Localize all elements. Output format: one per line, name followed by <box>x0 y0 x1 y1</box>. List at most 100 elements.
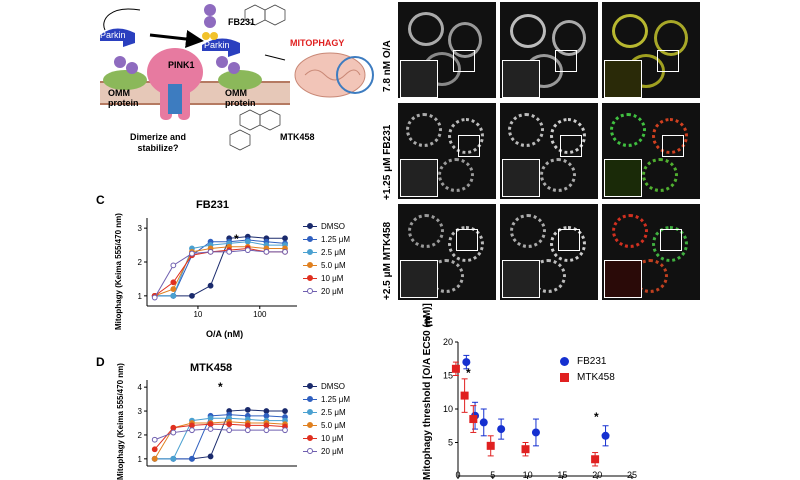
y-tick-label: 5 <box>448 438 453 448</box>
data-point <box>282 408 288 414</box>
micrograph-r2-c3 <box>602 103 700 199</box>
legend-swatch <box>303 223 317 229</box>
y-tick-label: 3 <box>138 407 143 416</box>
data-point <box>263 427 270 434</box>
data-point <box>189 427 195 434</box>
data-point <box>263 422 270 429</box>
data-point <box>170 292 177 299</box>
x-tick-label: 100 <box>253 310 267 319</box>
y-tick-label: 2 <box>138 258 143 267</box>
panel-b-microscopy: 7.8 nM O/A +1.25 μM FB231 +2.5 μM MTK458 <box>380 0 710 305</box>
data-point <box>244 238 251 245</box>
panel-a-schematic: Parkin Parkin PINK1 OMM protein OMM prot… <box>80 0 380 170</box>
data-point <box>170 429 177 436</box>
y-tick-label: 10 <box>443 404 453 414</box>
data-point <box>151 436 158 443</box>
data-point <box>263 248 270 255</box>
y-tick-label: 3 <box>138 224 143 233</box>
data-point <box>282 248 288 255</box>
series-line <box>154 414 286 460</box>
data-point <box>170 262 177 269</box>
micrograph-r1-c2 <box>500 2 598 98</box>
panel-c-star: * <box>234 232 239 246</box>
y-tick-label: 1 <box>138 292 143 301</box>
panel-e-star-2: * <box>594 410 599 424</box>
legend-entry: 20 μM <box>303 285 350 298</box>
data-point <box>189 455 195 462</box>
legend-entry: 2.5 μM <box>303 406 350 419</box>
data-point <box>521 445 530 454</box>
legend-entry: 10 μM <box>303 272 350 285</box>
row-label-mtk458: +2.5 μM MTK458 <box>382 221 393 300</box>
parkin-left-label: Parkin <box>100 30 126 40</box>
data-point <box>151 294 158 301</box>
legend-swatch <box>303 383 317 389</box>
data-point <box>497 425 506 434</box>
micrograph-r1-c1 <box>398 2 496 98</box>
fb231-label: FB231 <box>228 17 256 27</box>
legend-entry: MTK458 <box>560 369 615 385</box>
mtk458-molecule-icon <box>229 109 281 151</box>
data-point <box>189 250 195 257</box>
x-tick-label: 10 <box>193 310 202 319</box>
micrograph-r3-c1 <box>398 204 496 300</box>
panel-d-ylabel: Mitophagy (Keima 555/470 nm) <box>116 363 125 480</box>
mitophagy-label: MITOPHAGY <box>290 38 345 48</box>
data-point <box>479 418 488 427</box>
data-point <box>207 415 214 422</box>
data-point <box>244 427 251 434</box>
parkin-right-label: Parkin <box>204 40 230 50</box>
legend-swatch <box>303 262 317 268</box>
legend-entry: 5.0 μM <box>303 259 350 272</box>
data-point <box>170 286 177 292</box>
legend-entry: 1.25 μM <box>303 393 350 406</box>
data-point <box>207 421 214 428</box>
mitochondrion-icon <box>294 52 366 98</box>
data-point <box>263 408 270 414</box>
data-point <box>469 415 478 424</box>
data-point <box>282 235 288 242</box>
legend-swatch <box>560 372 569 382</box>
legend-label: FB231 <box>577 355 607 367</box>
x-tick-label: 25 <box>627 470 637 480</box>
legend-entry: 20 μM <box>303 445 350 458</box>
data-point <box>151 455 158 462</box>
parkin-left <box>100 28 135 47</box>
panel-e-ylabel: Mitophagy threshold [O/A EC50 (nM)] <box>422 303 433 480</box>
data-point <box>244 422 251 429</box>
fb231-molecule-icon <box>244 4 286 26</box>
data-point <box>189 422 195 429</box>
data-point <box>451 364 460 373</box>
legend-label: 2.5 μM <box>321 248 346 257</box>
series-line <box>154 423 286 450</box>
panel-e-chart: 5 10 15 20 0 5 10 15 20 25 <box>443 337 637 480</box>
row-label-fb231: +1.25 μM FB231 <box>382 124 393 200</box>
legend-swatch <box>560 356 569 366</box>
data-point <box>151 446 158 453</box>
x-tick-label: 10 <box>523 470 533 480</box>
legend-swatch <box>303 448 317 454</box>
data-point <box>244 406 251 413</box>
legend-label: 20 μM <box>321 447 344 456</box>
y-tick-label: 1 <box>138 455 143 464</box>
x-tick-label: 0 <box>455 470 460 480</box>
legend-swatch <box>303 249 317 255</box>
series-line <box>154 417 286 460</box>
dimerize-label: Dimerize and stabilize? <box>130 132 187 153</box>
data-point <box>282 427 288 434</box>
legend-label: 5.0 μM <box>321 421 346 430</box>
legend-entry: 1.25 μM <box>303 233 350 246</box>
data-point <box>207 248 214 255</box>
data-point <box>462 358 471 367</box>
panel-d-star: * <box>218 380 223 394</box>
data-point <box>207 453 214 460</box>
legend-label: 2.5 μM <box>321 408 346 417</box>
legend-label: 1.25 μM <box>321 395 351 404</box>
y-tick-label: 20 <box>443 337 453 347</box>
legend-label: MTK458 <box>577 371 615 383</box>
data-point <box>170 279 177 286</box>
series-line <box>154 246 286 297</box>
legend-label: DMSO <box>321 222 345 231</box>
pink1-label: PINK1 <box>168 60 195 70</box>
omm-protein-left <box>103 70 147 90</box>
